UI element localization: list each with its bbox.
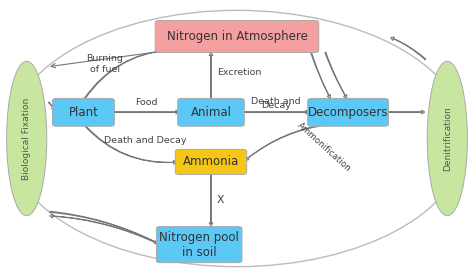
FancyBboxPatch shape bbox=[175, 149, 246, 175]
Text: Food: Food bbox=[135, 98, 157, 107]
Text: Denitrification: Denitrification bbox=[443, 106, 452, 171]
Text: Plant: Plant bbox=[68, 106, 98, 119]
Text: Excretion: Excretion bbox=[217, 68, 262, 77]
FancyBboxPatch shape bbox=[156, 227, 242, 263]
Ellipse shape bbox=[7, 61, 47, 216]
FancyBboxPatch shape bbox=[53, 98, 114, 126]
Ellipse shape bbox=[427, 61, 467, 216]
Text: Decomposers: Decomposers bbox=[308, 106, 388, 119]
Text: Ammonia: Ammonia bbox=[183, 155, 239, 168]
Text: Death and Decay: Death and Decay bbox=[104, 136, 186, 145]
FancyBboxPatch shape bbox=[155, 20, 319, 53]
Text: Animal: Animal bbox=[191, 106, 231, 119]
Text: X: X bbox=[217, 195, 225, 205]
Text: Decay: Decay bbox=[261, 101, 291, 110]
Text: Ammonification: Ammonification bbox=[296, 120, 353, 173]
Text: Burning
of fuel: Burning of fuel bbox=[86, 54, 123, 74]
FancyBboxPatch shape bbox=[308, 98, 389, 126]
FancyBboxPatch shape bbox=[178, 98, 244, 126]
Text: Nitrogen in Atmosphere: Nitrogen in Atmosphere bbox=[166, 30, 308, 43]
Text: Death and: Death and bbox=[251, 97, 301, 106]
Text: Nitrogen pool
in soil: Nitrogen pool in soil bbox=[159, 231, 239, 259]
Text: Biological Fixation: Biological Fixation bbox=[22, 98, 31, 179]
